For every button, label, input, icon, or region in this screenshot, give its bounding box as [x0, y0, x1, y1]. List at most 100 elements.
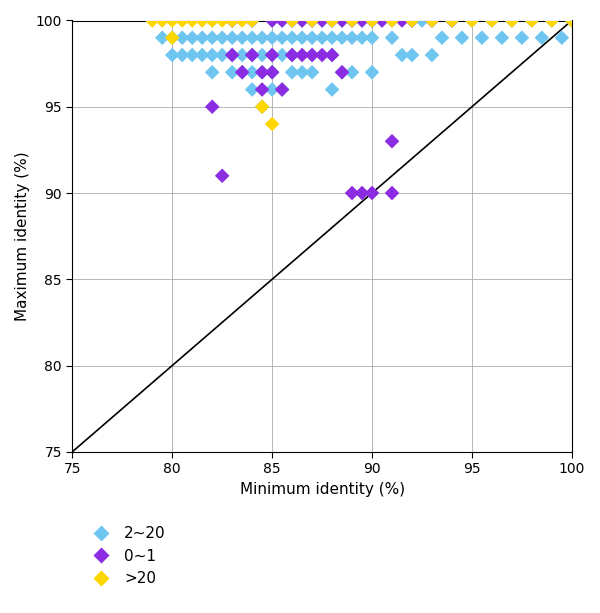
Point	[407, 50, 417, 60]
Point	[357, 188, 367, 198]
Point	[298, 67, 307, 77]
Point	[357, 33, 367, 43]
Point	[247, 50, 257, 60]
Point	[457, 33, 467, 43]
Point	[467, 15, 477, 25]
Point	[167, 15, 177, 25]
Point	[507, 15, 517, 25]
Point	[467, 15, 477, 25]
Y-axis label: Maximum identity (%): Maximum identity (%)	[15, 151, 30, 321]
Point	[247, 15, 257, 25]
Point	[247, 15, 257, 25]
Point	[307, 15, 317, 25]
Point	[337, 15, 347, 25]
Point	[197, 33, 207, 43]
Point	[287, 15, 297, 25]
Point	[217, 15, 227, 25]
Point	[437, 33, 447, 43]
Point	[247, 33, 257, 43]
Point	[357, 15, 367, 25]
Point	[377, 15, 387, 25]
Point	[208, 50, 217, 60]
Point	[397, 15, 407, 25]
Point	[427, 15, 437, 25]
Point	[227, 50, 237, 60]
X-axis label: Minimum identity (%): Minimum identity (%)	[239, 482, 404, 497]
Point	[217, 33, 227, 43]
Point	[337, 67, 347, 77]
Point	[227, 15, 237, 25]
Point	[238, 33, 247, 43]
Point	[268, 15, 277, 25]
Point	[407, 15, 417, 25]
Point	[208, 15, 217, 25]
Point	[277, 15, 287, 25]
Point	[307, 33, 317, 43]
Point	[547, 15, 557, 25]
Point	[287, 67, 297, 77]
Point	[317, 15, 327, 25]
Point	[277, 85, 287, 94]
Point	[327, 15, 337, 25]
Point	[227, 15, 237, 25]
Point	[167, 33, 177, 43]
Point	[257, 102, 267, 112]
Point	[178, 33, 187, 43]
Point	[307, 67, 317, 77]
Point	[367, 188, 377, 198]
Point	[567, 15, 577, 25]
Point	[208, 67, 217, 77]
Point	[337, 15, 347, 25]
Point	[277, 15, 287, 25]
Point	[257, 67, 267, 77]
Point	[157, 15, 167, 25]
Point	[257, 67, 267, 77]
Point	[238, 67, 247, 77]
Point	[268, 67, 277, 77]
Point	[268, 85, 277, 94]
Point	[327, 15, 337, 25]
Point	[497, 33, 506, 43]
Point	[347, 15, 357, 25]
Point	[307, 50, 317, 60]
Point	[397, 50, 407, 60]
Point	[257, 33, 267, 43]
Point	[187, 50, 197, 60]
Point	[347, 188, 357, 198]
Point	[277, 50, 287, 60]
Point	[187, 33, 197, 43]
Point	[427, 15, 437, 25]
Point	[567, 15, 577, 25]
Point	[387, 136, 397, 146]
Point	[367, 15, 377, 25]
Point	[287, 50, 297, 60]
Point	[487, 15, 497, 25]
Point	[317, 50, 327, 60]
Point	[337, 67, 347, 77]
Point	[268, 33, 277, 43]
Point	[268, 119, 277, 129]
Point	[387, 15, 397, 25]
Point	[387, 15, 397, 25]
Point	[487, 15, 497, 25]
Point	[347, 67, 357, 77]
Point	[238, 15, 247, 25]
Point	[268, 50, 277, 60]
Point	[327, 85, 337, 94]
Point	[527, 15, 536, 25]
Point	[357, 15, 367, 25]
Point	[477, 33, 487, 43]
Point	[367, 33, 377, 43]
Point	[307, 15, 317, 25]
Legend: 2~20, 0~1, >20: 2~20, 0~1, >20	[80, 520, 172, 592]
Point	[347, 33, 357, 43]
Point	[547, 15, 557, 25]
Point	[208, 15, 217, 25]
Point	[327, 50, 337, 60]
Point	[257, 50, 267, 60]
Point	[167, 50, 177, 60]
Point	[557, 33, 566, 43]
Point	[257, 102, 267, 112]
Point	[427, 15, 437, 25]
Point	[148, 15, 157, 25]
